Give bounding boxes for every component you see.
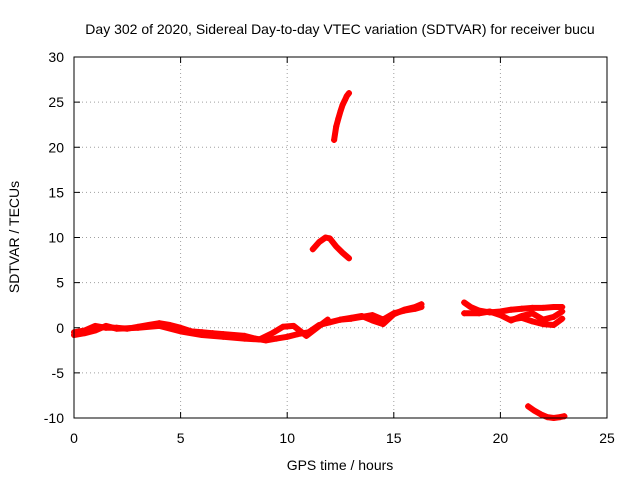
y-tick-label: 20: [48, 139, 64, 155]
data-point: [529, 318, 536, 325]
data-point: [92, 327, 99, 334]
data-point: [529, 310, 536, 317]
data-point: [337, 108, 344, 115]
data-point: [324, 316, 331, 323]
data-point: [322, 234, 329, 241]
data-point: [358, 313, 365, 320]
data-point: [316, 239, 323, 246]
data-point: [559, 315, 566, 322]
x-tick-label: 25: [599, 430, 615, 446]
data-point: [102, 322, 109, 329]
series-baseline-track-c: [337, 301, 425, 328]
series-arc-mid: [309, 234, 353, 262]
data-point: [401, 306, 408, 313]
x-tick-label: 15: [386, 430, 402, 446]
data-point: [284, 333, 291, 340]
data-point: [390, 311, 397, 318]
data-point: [476, 310, 483, 317]
y-tick-label: 25: [48, 94, 64, 110]
data-point: [337, 316, 344, 323]
x-tick-label: 10: [279, 430, 295, 446]
y-axis-label: SDTVAR / TECUs: [6, 181, 22, 293]
data-point: [412, 303, 419, 310]
data-point: [559, 308, 566, 315]
data-point: [303, 332, 310, 339]
x-axis-label: GPS time / hours: [287, 457, 394, 473]
data-point: [177, 328, 184, 335]
data-point: [486, 308, 493, 315]
y-tick-label: -10: [44, 410, 64, 426]
series-arc-upper: [331, 90, 353, 144]
data-point: [550, 313, 557, 320]
data-point: [525, 403, 532, 410]
data-point: [290, 322, 297, 329]
y-tick-label: 30: [48, 49, 64, 65]
data-point: [269, 330, 276, 337]
data-point: [279, 323, 286, 330]
y-tick-label: 5: [56, 275, 64, 291]
data-point: [326, 235, 333, 242]
y-tick-label: 10: [48, 230, 64, 246]
data-point: [550, 322, 557, 329]
grid-lines: [74, 57, 607, 418]
data-point: [557, 414, 564, 421]
data-point: [333, 243, 340, 250]
data-point: [341, 97, 348, 104]
y-tick-label: 15: [48, 184, 64, 200]
data-point: [346, 255, 353, 262]
x-tick-label: 0: [70, 430, 78, 446]
data-point: [273, 335, 280, 342]
axis-ticks: 0 5 10 15 20 25 -10 -5 0 5 10 15 20 25 30: [44, 49, 615, 446]
x-tick-label: 20: [493, 430, 509, 446]
y-tick-label: -5: [52, 365, 65, 381]
data-point: [529, 304, 536, 311]
data-point: [339, 249, 346, 256]
data-point: [113, 325, 120, 332]
data-point: [518, 305, 525, 312]
data-point: [339, 101, 346, 108]
data-point: [369, 317, 376, 324]
data-point: [537, 411, 544, 418]
data-point: [369, 312, 376, 319]
data-point: [380, 321, 387, 328]
data-point: [156, 322, 163, 329]
data-point: [531, 407, 538, 414]
data-point: [335, 115, 342, 122]
data-point: [309, 246, 316, 253]
x-tick-label: 5: [177, 430, 185, 446]
data-point: [540, 304, 547, 311]
data-point: [518, 314, 525, 321]
data-point: [497, 312, 504, 319]
data-point: [198, 331, 205, 338]
data-point: [508, 306, 515, 313]
data-point: [134, 324, 141, 331]
data-point: [418, 301, 425, 308]
chart-title: Day 302 of 2020, Sidereal Day-to-day VTE…: [85, 21, 594, 37]
y-tick-label: 0: [56, 320, 64, 336]
data-point: [348, 314, 355, 321]
data-point: [461, 299, 468, 306]
data-point: [220, 333, 227, 340]
data-point: [550, 303, 557, 310]
data-point: [331, 137, 338, 144]
data-point: [461, 310, 468, 317]
data-point: [508, 316, 515, 323]
data-point: [81, 330, 88, 337]
data-point: [544, 414, 551, 421]
data-point: [333, 123, 340, 130]
series-late-track-c: [508, 314, 566, 329]
data-point: [540, 321, 547, 328]
data-point: [314, 324, 321, 331]
plot-data: [71, 90, 568, 421]
data-point: [256, 336, 263, 343]
data-point: [241, 335, 248, 342]
data-point: [467, 303, 474, 310]
data-point: [346, 90, 353, 97]
